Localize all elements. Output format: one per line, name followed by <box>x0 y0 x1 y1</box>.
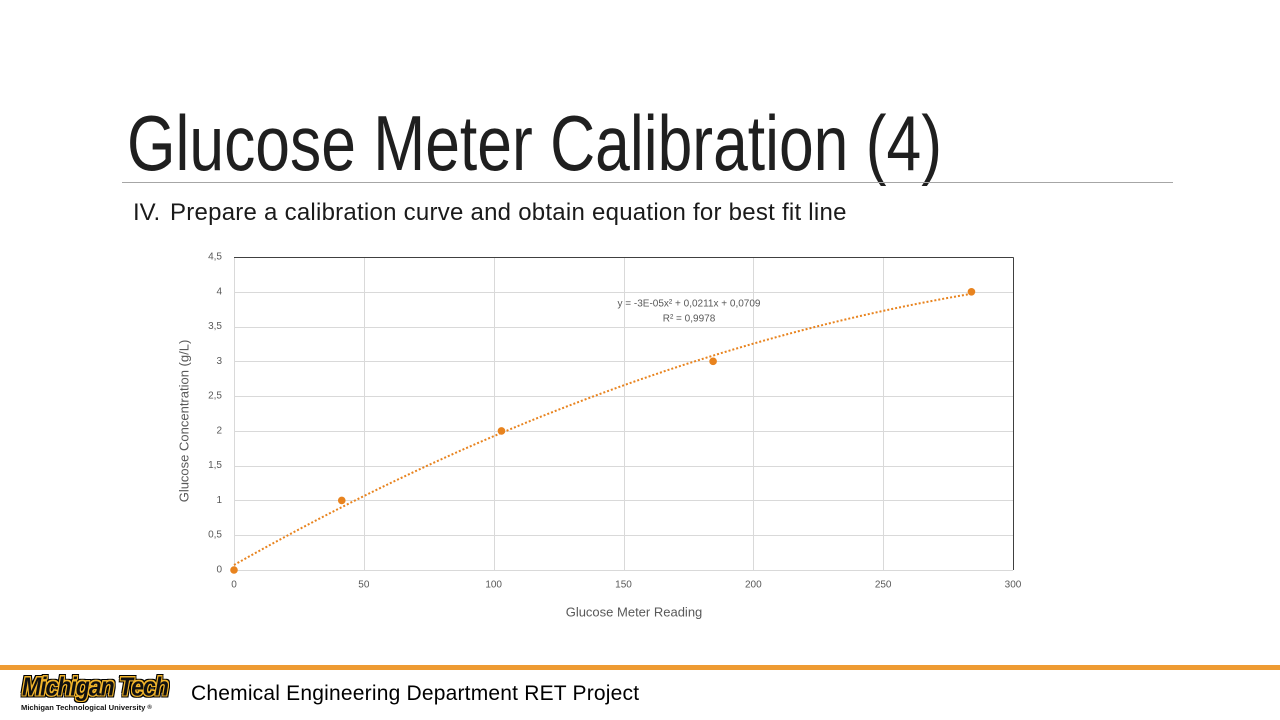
y-tick-label: 2,5 <box>208 391 222 402</box>
data-point <box>709 357 717 366</box>
trendline-layer <box>233 292 972 566</box>
trendline-equation: y = -3E-05x² + 0,0211x + 0,0709 <box>618 299 761 310</box>
y-tick-label: 0,5 <box>208 530 222 541</box>
slide-title: Glucose Meter Calibration (4) <box>127 99 942 187</box>
x-tick-label: 200 <box>745 580 762 591</box>
logo-university-name: Michigan Technological University ® <box>21 704 152 712</box>
registered-mark: ® <box>147 705 152 711</box>
michigan-tech-logo: Michigan Tech Michigan Technological Uni… <box>19 671 187 716</box>
y-axis-title: Glucose Concentration (g/L) <box>177 340 192 503</box>
data-point <box>230 566 238 574</box>
title-divider <box>122 182 1173 183</box>
logo-subtitle: Michigan Technological University <box>21 703 146 712</box>
trendline-r-squared: R² = 0,9978 <box>663 314 716 325</box>
y-tick-label: 1 <box>216 495 222 506</box>
y-tick-label: 1,5 <box>208 460 222 471</box>
calibration-chart: 0 50 100 150 200 250 300 00,511,522,533,544,5 … <box>177 252 1022 620</box>
logo-wordmark: Michigan Tech <box>22 671 169 701</box>
data-points <box>230 287 976 574</box>
plot-area-border <box>234 257 1014 570</box>
data-point <box>967 287 976 296</box>
trendline <box>233 292 972 566</box>
x-tick-label: 300 <box>1005 580 1022 591</box>
step-number: IV. <box>133 199 161 226</box>
y-tick-label: 3,5 <box>208 321 222 332</box>
x-tick-label: 250 <box>875 580 892 591</box>
footer-rule <box>0 665 1280 670</box>
x-axis-title: Glucose Meter Reading <box>566 605 703 620</box>
x-tick-label: 100 <box>485 580 502 591</box>
y-tick-label: 4,5 <box>208 252 222 263</box>
y-axis-tick-labels: 0 0,5 1 1,5 2 2,5 3 3,5 4 4,5 <box>208 252 222 576</box>
step-instruction: IV. Prepare a calibration curve and obta… <box>133 201 893 229</box>
step-text: Prepare a calibration curve and obtain e… <box>170 199 847 226</box>
y-tick-label: 4 <box>216 286 222 297</box>
x-tick-label: 50 <box>358 580 370 591</box>
x-axis-tick-labels: 0 50 100 150 200 250 300 <box>231 580 1022 591</box>
y-tick-label: 3 <box>216 356 222 367</box>
data-point <box>337 496 346 505</box>
y-tick-label: 2 <box>216 425 222 436</box>
y-tick-label: 0 <box>216 565 222 576</box>
footer-project-text: Chemical Engineering Department RET Proj… <box>191 682 640 705</box>
data-point <box>497 427 506 435</box>
x-tick-label: 0 <box>231 580 237 591</box>
x-tick-label: 150 <box>615 580 632 591</box>
